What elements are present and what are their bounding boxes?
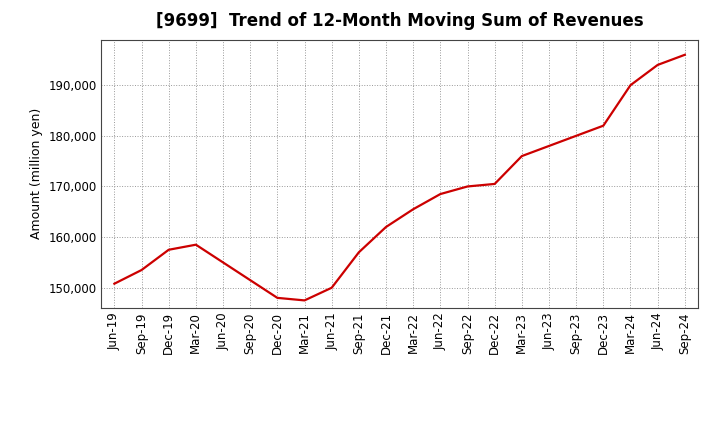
Title: [9699]  Trend of 12-Month Moving Sum of Revenues: [9699] Trend of 12-Month Moving Sum of R… xyxy=(156,12,644,30)
Y-axis label: Amount (million yen): Amount (million yen) xyxy=(30,108,42,239)
